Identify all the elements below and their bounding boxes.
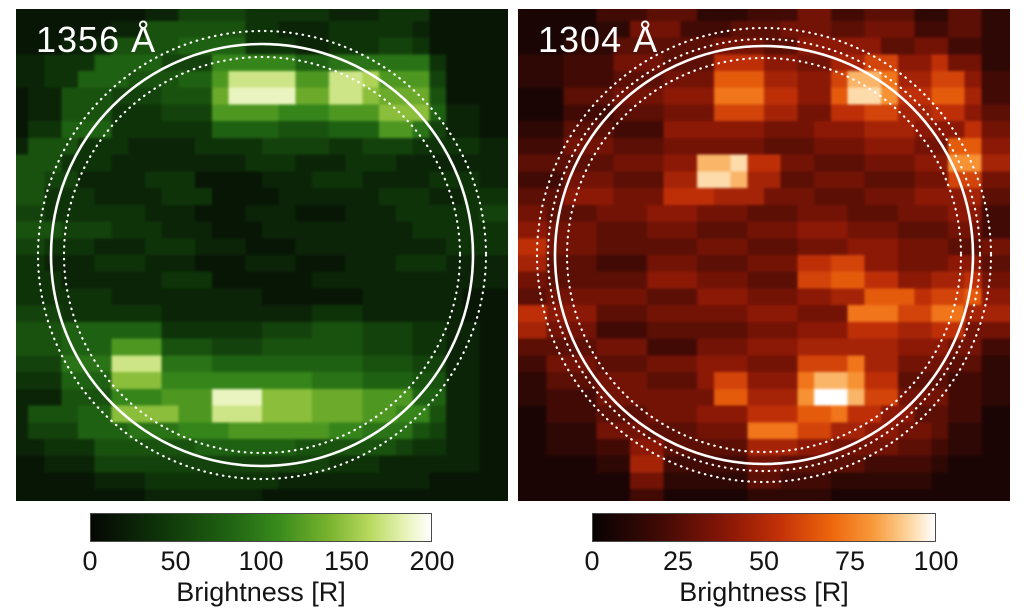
colorbar-tick: 25 bbox=[662, 546, 694, 576]
heatmap-canvas-1356A bbox=[16, 9, 508, 501]
panel-1304A: 1304 Å bbox=[518, 9, 1010, 501]
colorbar-tick: 75 bbox=[834, 546, 866, 576]
colorbar-axis-label-1304A: Brightness [R] bbox=[679, 577, 849, 607]
colorbar-tick: 50 bbox=[160, 546, 191, 576]
colorbar-1304A: 0 25 50 75 100 Brightness [R] bbox=[584, 513, 959, 608]
colorbar-ticks-1356A: 0 50 100 150 200 bbox=[82, 546, 454, 576]
wavelength-label-1304A: 1304 Å bbox=[538, 19, 659, 60]
colorbar-gradient-1356A bbox=[90, 513, 432, 542]
colorbar-tick: 150 bbox=[323, 546, 370, 576]
colorbar-ticks-1304A: 0 25 50 75 100 bbox=[584, 546, 958, 576]
colorbar-tick: 50 bbox=[748, 546, 780, 576]
colorbar-gradient-1304A bbox=[592, 513, 936, 542]
planet-limb-circles bbox=[36, 29, 488, 481]
colorbar-tick: 200 bbox=[409, 546, 455, 576]
colorbar-axis-label-1356A: Brightness [R] bbox=[176, 577, 346, 607]
colorbar-tick: 100 bbox=[913, 546, 959, 576]
colorbar-tick: 0 bbox=[584, 546, 600, 576]
wavelength-label-1356A: 1356 Å bbox=[36, 19, 157, 60]
heatmap-canvas-1304A bbox=[518, 9, 1010, 501]
limb-circles-overlay-1304A bbox=[535, 26, 993, 484]
limb-circles-overlay-1356A bbox=[36, 29, 488, 481]
panel-1356A: 1356 Å bbox=[16, 9, 508, 501]
colorbar-1356A: 0 50 100 150 200 Brightness [R] bbox=[82, 513, 455, 608]
colorbar-tick: 0 bbox=[82, 546, 98, 576]
planet-limb-circles bbox=[535, 26, 993, 484]
colorbar-tick: 100 bbox=[238, 546, 284, 576]
